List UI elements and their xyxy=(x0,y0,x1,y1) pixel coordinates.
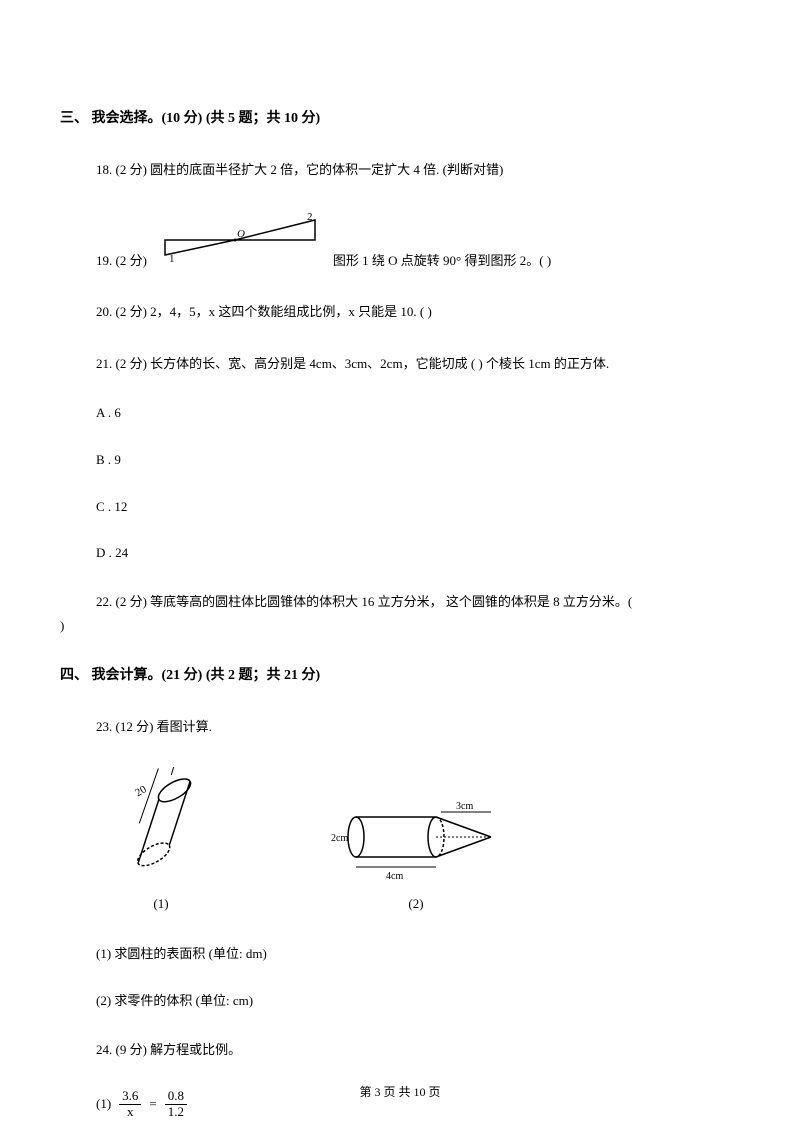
svg-text:3cm: 3cm xyxy=(456,801,473,812)
q24-prefix: 24. (9 分) xyxy=(96,1042,150,1057)
q19-figure: 1 2 O xyxy=(155,210,325,272)
q24-eq1-den2: 1.2 xyxy=(165,1105,187,1119)
q21-option-b: B . 9 xyxy=(96,450,740,471)
q22-line2: ) xyxy=(60,614,740,637)
question-21: 21. (2 分) 长方体的长、宽、高分别是 4cm、3cm、2cm，它能切成 … xyxy=(96,352,740,375)
question-18: 18. (2 分) 圆柱的底面半径扩大 2 倍，它的体积一定扩大 4 倍. (判… xyxy=(96,158,740,181)
q24-text: 解方程或比例。 xyxy=(150,1042,241,1057)
section-4-header: 四、 我会计算。(21 分) (共 2 题；共 21 分) xyxy=(60,665,740,687)
q21-option-c: C . 12 xyxy=(96,497,740,518)
q19-prefix: 19. (2 分) xyxy=(96,249,147,272)
question-19: 19. (2 分) 1 2 O 图形 1 绕 O 点旋转 90° 得到图形 2。… xyxy=(96,210,740,272)
q23-prefix: 23. (12 分) xyxy=(96,719,157,734)
q22-prefix: 22. (2 分) xyxy=(96,594,150,609)
q19-label-1: 1 xyxy=(169,253,175,265)
q21-options: A . 6 B . 9 C . 12 D . 24 xyxy=(96,403,740,564)
svg-text:20: 20 xyxy=(133,783,149,799)
q23-fig1-caption: (1) xyxy=(96,894,226,915)
q20-text: 2，4，5，x 这四个数能组成比例，x 只能是 10. ( ) xyxy=(150,304,432,319)
q18-prefix: 18. (2 分) xyxy=(96,162,150,177)
q23-figures: 20 10 (1) 2cm 4cm 3cm (2) xyxy=(96,767,740,915)
question-24: 24. (9 分) 解方程或比例。 xyxy=(96,1038,740,1061)
q21-option-a: A . 6 xyxy=(96,403,740,424)
q24-eq1-den1: x xyxy=(124,1105,137,1119)
question-23: 23. (12 分) 看图计算. xyxy=(96,715,740,738)
q20-prefix: 20. (2 分) xyxy=(96,304,150,319)
q23-sub1: (1) 求圆柱的表面积 (单位: dm) xyxy=(96,944,740,965)
q22-line1: 等底等高的圆柱体比圆锥体的体积大 16 立方分米， 这个圆锥的体积是 8 立方分… xyxy=(150,594,632,609)
q23-figure-1: 20 10 (1) xyxy=(96,767,226,915)
q21-prefix: 21. (2 分) xyxy=(96,356,150,371)
q21-text: 长方体的长、宽、高分别是 4cm、3cm、2cm，它能切成 ( ) 个棱长 1c… xyxy=(150,356,609,371)
page-footer: 第 3 页 共 10 页 xyxy=(0,1083,800,1102)
q19-label-o: O xyxy=(237,228,245,240)
q23-fig2-caption: (2) xyxy=(326,894,506,915)
svg-text:4cm: 4cm xyxy=(386,871,403,882)
question-20: 20. (2 分) 2，4，5，x 这四个数能组成比例，x 只能是 10. ( … xyxy=(96,300,740,323)
q23-text: 看图计算. xyxy=(157,719,212,734)
q23-figure-2: 2cm 4cm 3cm (2) xyxy=(326,797,506,915)
q19-text: 图形 1 绕 O 点旋转 90° 得到图形 2。( ) xyxy=(333,249,551,272)
section-3-header: 三、 我会选择。(10 分) (共 5 题；共 10 分) xyxy=(60,108,740,130)
q23-sub2: (2) 求零件的体积 (单位: cm) xyxy=(96,991,740,1012)
q18-text: 圆柱的底面半径扩大 2 倍，它的体积一定扩大 4 倍. (判断对错) xyxy=(150,162,503,177)
question-22: 22. (2 分) 等底等高的圆柱体比圆锥体的体积大 16 立方分米， 这个圆锥… xyxy=(60,590,740,637)
svg-text:2cm: 2cm xyxy=(331,833,348,844)
q19-label-2: 2 xyxy=(307,211,313,223)
q21-option-d: D . 24 xyxy=(96,543,740,564)
